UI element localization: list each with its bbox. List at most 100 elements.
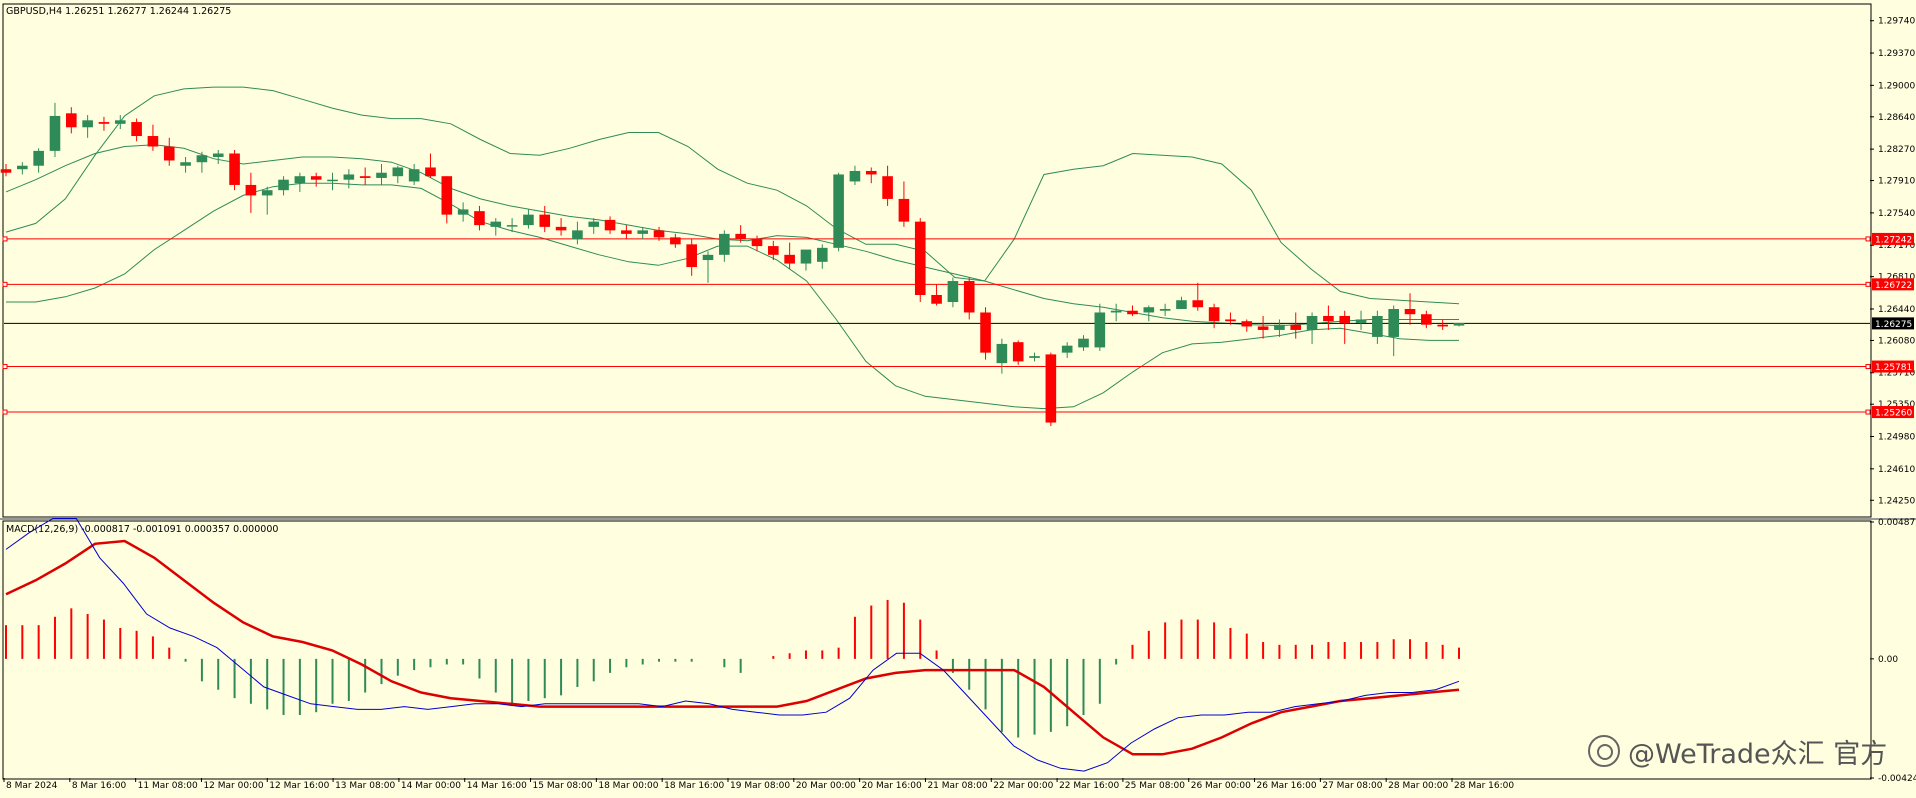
time-tick-label: 21 Mar 08:00 bbox=[927, 781, 987, 791]
current-price-label: 1.26275 bbox=[1875, 320, 1912, 330]
current-price-label-bg bbox=[1872, 317, 1914, 330]
candle-body bbox=[735, 233, 746, 240]
middle-band bbox=[5, 144, 1459, 327]
candle-body bbox=[229, 153, 240, 185]
price-pane-title: GBPUSD,H4 1.26251 1.26277 1.26244 1.2627… bbox=[6, 6, 231, 17]
candle-body bbox=[1274, 324, 1285, 330]
level-anchor bbox=[2, 409, 8, 415]
candle-body bbox=[539, 214, 551, 227]
horizontal-levels bbox=[2, 236, 1871, 415]
candle-body bbox=[816, 247, 828, 262]
price-tick-label: 1.26810 bbox=[1878, 273, 1915, 283]
candle-body bbox=[1127, 310, 1138, 315]
level-anchor bbox=[1865, 409, 1871, 415]
price-tick-label: 1.29370 bbox=[1878, 49, 1915, 59]
macd-pane bbox=[2, 520, 1872, 780]
candle-body bbox=[163, 146, 175, 161]
weibo-icon bbox=[1588, 735, 1620, 767]
candle-body bbox=[1404, 308, 1416, 315]
candle-body bbox=[849, 170, 861, 182]
time-tick-label: 14 Mar 16:00 bbox=[467, 781, 527, 791]
price-tick-label: 1.29000 bbox=[1878, 81, 1915, 91]
candle-body bbox=[1355, 319, 1367, 323]
candle-body bbox=[1257, 326, 1269, 330]
price-tick-label: 1.27540 bbox=[1878, 209, 1915, 219]
watermark: @WeTrade众汇 官方 bbox=[1588, 732, 1887, 771]
candle-body bbox=[490, 221, 502, 227]
macd-tick-label: 0.004877 bbox=[1878, 518, 1916, 528]
watermark-text: @WeTrade众汇 官方 bbox=[1628, 739, 1888, 770]
macd-tick-label: -0.004245 bbox=[1878, 774, 1916, 784]
candle-body bbox=[98, 122, 110, 124]
candle-body bbox=[572, 230, 583, 240]
candle-body bbox=[833, 174, 844, 248]
macd-pane-title: MACD(12,26,9) -0.000817 -0.001091 0.0003… bbox=[6, 524, 278, 535]
signal-line bbox=[5, 539, 1460, 756]
candle-body bbox=[1388, 308, 1400, 337]
candle-body bbox=[310, 176, 322, 180]
candle-body bbox=[1306, 315, 1318, 330]
candle-body bbox=[245, 184, 257, 196]
candle-body bbox=[1192, 300, 1204, 308]
candle-body bbox=[702, 254, 714, 261]
candle-body bbox=[1339, 315, 1351, 323]
candle-body bbox=[1110, 310, 1122, 313]
candle-body bbox=[49, 115, 61, 151]
candle-body bbox=[180, 162, 191, 166]
price-tick-label: 1.25350 bbox=[1878, 400, 1915, 410]
candle-body bbox=[768, 246, 779, 255]
price-axis: 1.29740 1.29370 1.29000 1.28640 1.28270 1.279… bbox=[1870, 17, 1915, 506]
candle-body bbox=[947, 281, 959, 302]
candle-body bbox=[147, 136, 159, 147]
candle-body bbox=[343, 174, 355, 180]
candle-body bbox=[212, 153, 224, 157]
candle-body bbox=[1143, 307, 1155, 313]
candle-body bbox=[800, 249, 812, 264]
price-tick-label: 1.25710 bbox=[1878, 369, 1915, 379]
candle-body bbox=[261, 190, 273, 196]
level-label: 1.25781 bbox=[1875, 363, 1912, 373]
candle-body bbox=[1078, 338, 1089, 348]
time-tick-label: 12 Mar 16:00 bbox=[269, 781, 329, 791]
candle-body bbox=[1241, 321, 1253, 327]
candle-body bbox=[457, 209, 469, 215]
candle-body bbox=[131, 122, 142, 137]
candle-body bbox=[653, 230, 665, 238]
candle-body bbox=[408, 169, 420, 182]
candle-body bbox=[1421, 314, 1432, 325]
candle-body bbox=[996, 343, 1008, 364]
candle-body bbox=[294, 176, 306, 184]
candle-body bbox=[621, 230, 632, 234]
time-tick-label: 8 Mar 2024 bbox=[6, 781, 58, 791]
candle-body bbox=[670, 237, 681, 245]
candle-body bbox=[1225, 319, 1236, 322]
price-tick-label: 1.28640 bbox=[1878, 113, 1915, 123]
candle-body bbox=[506, 225, 518, 227]
candle-body bbox=[376, 172, 387, 178]
time-tick-label: 22 Mar 16:00 bbox=[1059, 781, 1119, 791]
candle-body bbox=[359, 176, 371, 178]
price-tick-label: 1.28270 bbox=[1878, 145, 1915, 155]
candle-body bbox=[1094, 312, 1106, 348]
price-tick-label: 1.27170 bbox=[1878, 241, 1915, 251]
time-tick-label: 12 Mar 00:00 bbox=[203, 781, 263, 791]
candle-body bbox=[784, 254, 795, 264]
candle-body bbox=[82, 120, 93, 128]
level-anchor bbox=[2, 281, 8, 287]
price-tick-label: 1.24980 bbox=[1878, 433, 1915, 443]
time-tick-label: 18 Mar 16:00 bbox=[664, 781, 724, 791]
candle-body bbox=[963, 281, 975, 313]
time-tick-label: 28 Mar 00:00 bbox=[1388, 781, 1448, 791]
level-anchor bbox=[1865, 364, 1871, 370]
time-tick-label: 18 Mar 00:00 bbox=[598, 781, 658, 791]
time-axis: 8 Mar 2024 8 Mar 16:00 11 Mar 08:00 12 Mar … bbox=[3, 778, 1514, 791]
candle-body bbox=[0, 169, 12, 173]
time-tick-label: 26 Mar 16:00 bbox=[1257, 781, 1317, 791]
candle-body bbox=[523, 214, 534, 226]
time-tick-label: 28 Mar 16:00 bbox=[1454, 781, 1514, 791]
candle-body bbox=[1437, 324, 1448, 327]
level-label-bg bbox=[1872, 278, 1914, 291]
candle-body bbox=[114, 120, 126, 124]
macd-tick-label: 0.00 bbox=[1878, 655, 1898, 665]
